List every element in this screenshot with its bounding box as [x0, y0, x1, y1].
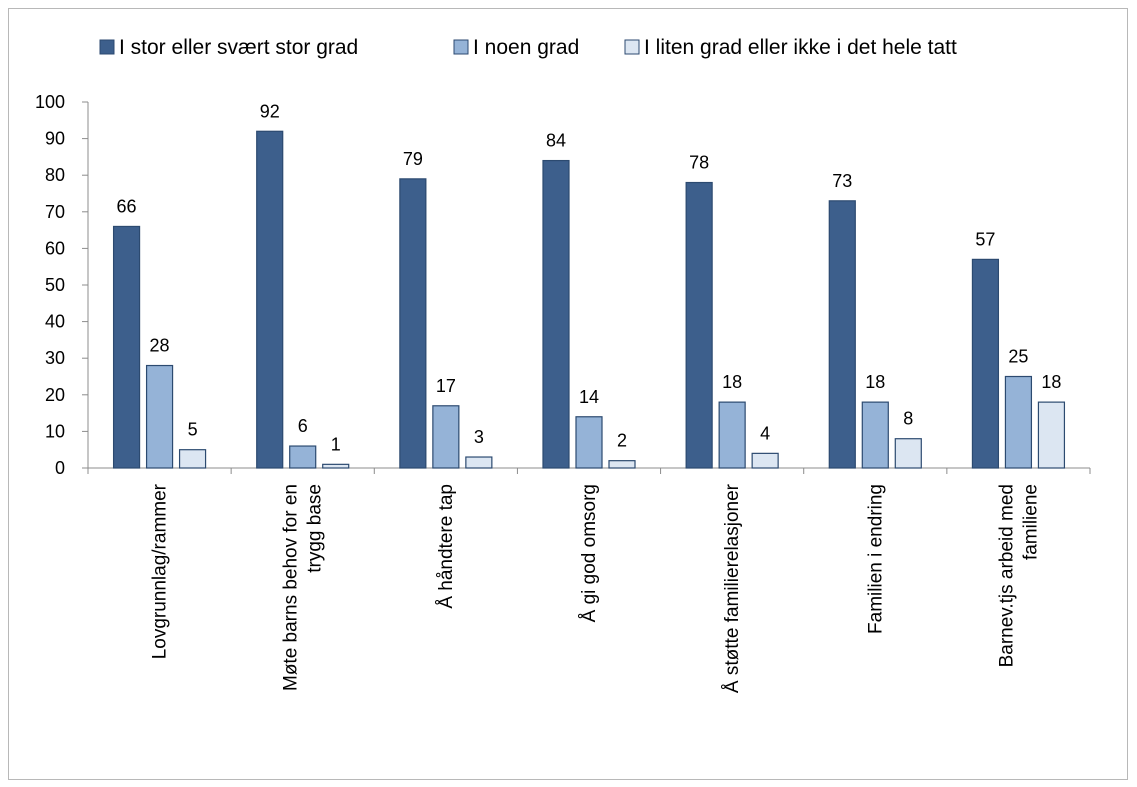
y-tick-label: 90: [45, 129, 65, 149]
category-label-line: Familien i endring: [865, 484, 886, 634]
data-label: 18: [865, 372, 885, 392]
category-label: Å støtte familierelasjoner: [722, 483, 743, 693]
bar-1: [256, 130, 284, 469]
y-tick-label: 40: [45, 312, 65, 332]
bar-1: [542, 159, 570, 469]
bar-1: [399, 178, 427, 469]
legend-label-1: I stor eller svært stor grad: [119, 36, 358, 59]
y-tick-label: 20: [45, 385, 65, 405]
category-label-line: Lovgrunnlag/rammer: [150, 483, 171, 659]
category-label: Barnev.tjs arbeid med familiene: [996, 484, 1041, 667]
category-label-line: Å gi god omsorg: [579, 484, 600, 622]
bar-2: [432, 405, 460, 469]
legend-label-3: I liten grad eller ikke i det hele tatt: [644, 36, 957, 59]
data-label: 1: [331, 434, 341, 454]
bar-1: [685, 181, 713, 469]
category-label: Møte barns behov for en trygg base: [281, 484, 326, 691]
legend-swatch-3: [624, 39, 640, 55]
y-tick-label: 30: [45, 348, 65, 368]
bar-2: [575, 416, 603, 469]
legend-swatch-1: [99, 39, 115, 55]
category-label-line: Møte barns behov for en: [281, 484, 302, 691]
data-label: 6: [298, 416, 308, 436]
category-label-line: Barnev.tjs arbeid med: [996, 484, 1017, 667]
bar-3: [322, 463, 350, 469]
category-label-line: Å støtte familierelasjoner: [722, 483, 743, 693]
data-label: 3: [474, 427, 484, 447]
category-label-line: Å håndtere tap: [436, 484, 457, 609]
data-label: 8: [903, 409, 913, 429]
data-label: 17: [436, 376, 456, 396]
bar-1: [971, 258, 1000, 469]
data-label: 79: [403, 149, 423, 169]
bar-2: [861, 401, 889, 469]
bar-3: [465, 456, 493, 469]
category-label: Å gi god omsorg: [579, 484, 600, 622]
legend-label-2: I noen grad: [473, 36, 579, 59]
y-tick-label: 50: [45, 275, 65, 295]
data-label: 28: [150, 336, 170, 356]
bar-2: [1004, 375, 1033, 469]
data-label: 92: [260, 101, 280, 121]
bar-3: [608, 460, 636, 469]
data-label: 84: [546, 131, 566, 151]
bar-1: [112, 225, 141, 469]
bar-3: [178, 449, 207, 469]
data-label: 5: [188, 420, 198, 440]
data-label: 14: [579, 387, 599, 407]
bar-2: [145, 364, 174, 469]
data-label: 4: [760, 423, 770, 443]
y-tick-label: 70: [45, 202, 65, 222]
data-label: 25: [1008, 347, 1028, 367]
data-label: 57: [975, 229, 995, 249]
category-label-line: familiene: [1020, 484, 1041, 560]
category-label: Familien i endring: [865, 484, 886, 634]
data-label: 18: [722, 372, 742, 392]
y-tick-label: 0: [55, 458, 65, 478]
bar-2: [289, 445, 317, 469]
y-tick-label: 10: [45, 421, 65, 441]
bar-3: [894, 438, 922, 469]
data-label: 73: [832, 171, 852, 191]
bar-3: [1037, 401, 1066, 469]
y-tick-label: 60: [45, 238, 65, 258]
data-label: 66: [117, 196, 137, 216]
bar-2: [718, 401, 746, 469]
y-tick-label: 80: [45, 165, 65, 185]
category-label-line: trygg base: [305, 484, 326, 573]
bar-3: [751, 452, 779, 469]
bar-1: [828, 200, 856, 469]
data-label: 2: [617, 431, 627, 451]
y-tick-label: 100: [35, 92, 65, 112]
data-label: 18: [1041, 372, 1061, 392]
category-label: Lovgrunnlag/rammer: [150, 483, 171, 659]
data-label: 78: [689, 153, 709, 173]
category-label: Å håndtere tap: [436, 484, 457, 609]
legend-swatch-2: [453, 39, 469, 55]
